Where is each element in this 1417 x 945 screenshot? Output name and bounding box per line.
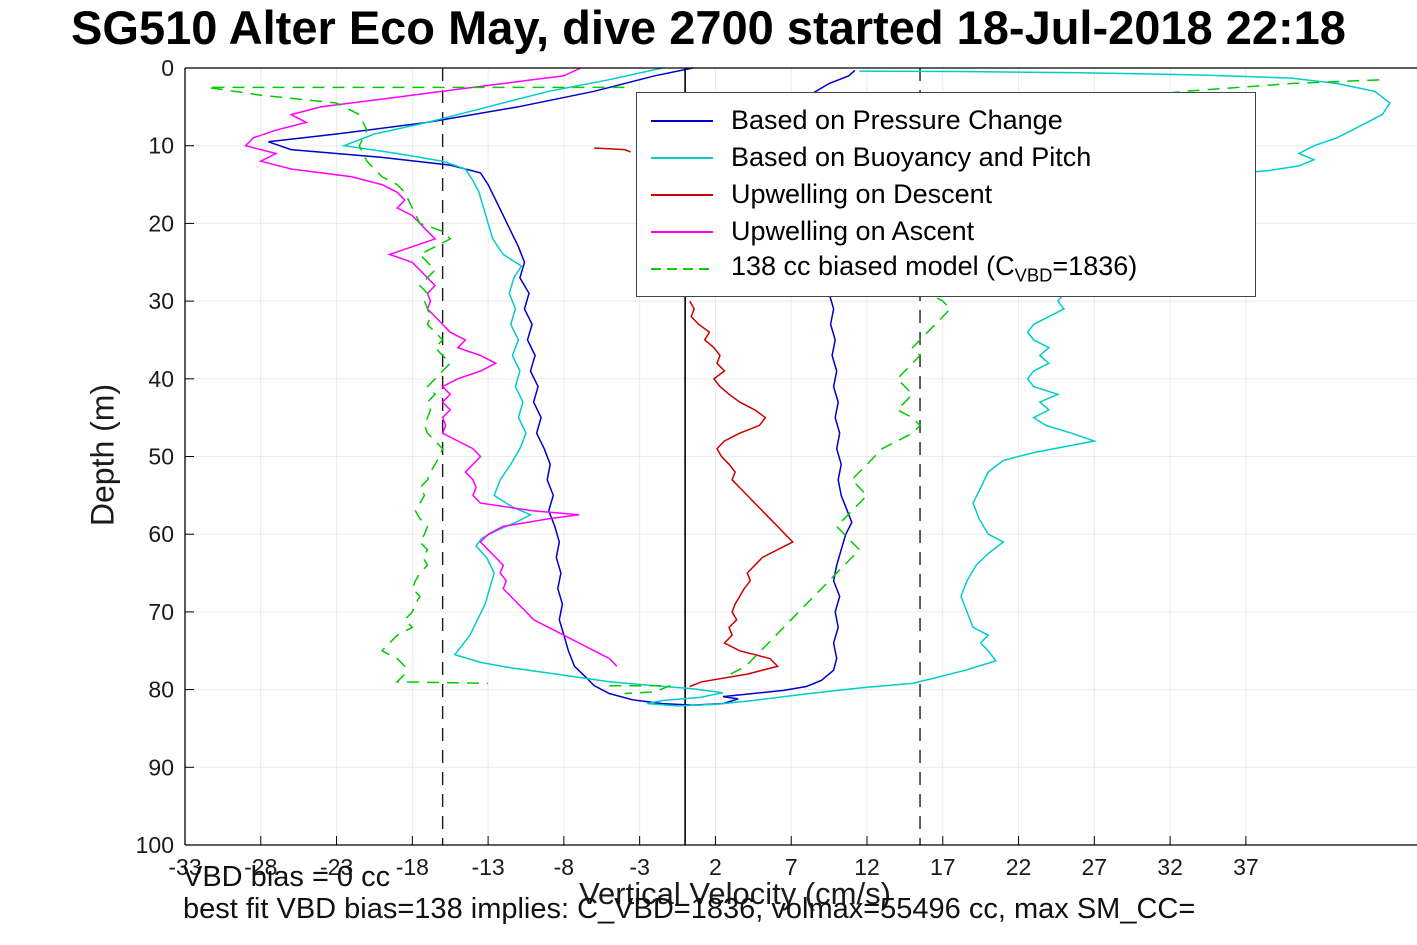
legend-label: 138 cc biased model (CVBD=1836) [731,250,1138,286]
y-tick-label: 30 [148,288,174,314]
x-tick-label: -33 [168,854,201,880]
legend-entry: Upwelling on Descent [637,176,1255,213]
vbd-bias-annotation: VBD bias = 0 cc [183,861,391,893]
legend-line-sample-icon [651,119,713,122]
axes-layer: -33 -28 -23 -18 -13 -8 -3 2 7 12 17 22 27 32 370102030… [136,55,1417,880]
legend-entry: Based on Buoyancy and Pitch [637,139,1255,176]
legend-label: Upwelling on Descent [731,179,993,209]
x-tick-label: 7 [785,854,798,880]
x-axis-label: Vertical Velocity (cm/s) [579,876,891,911]
y-axis-label: Depth (m) [84,383,121,527]
y-tick-label: 50 [148,444,174,470]
x-tick-label: -18 [396,854,429,880]
x-tick-label: 12 [854,854,880,880]
x-tick-label: -13 [471,854,504,880]
y-tick-label: 80 [148,677,174,703]
series-upwelling-descent [594,147,631,153]
x-tick-label: 37 [1233,854,1259,880]
series-biased-model [207,86,625,685]
legend-label: Upwelling on Ascent [731,216,975,246]
legend-entries: Based on Pressure Change Based on Buoyanc… [637,102,1255,287]
legend-entry: 138 cc biased model (CVBD=1836) [637,250,1255,287]
y-tick-label: 0 [161,55,174,81]
legend-label: Based on Pressure Change [731,105,1063,135]
y-tick-label: 40 [148,366,174,392]
x-tick-label: -8 [554,854,574,880]
y-tick-label: 70 [148,599,174,625]
figure-title: SG510 Alter Eco May, dive 2700 started 1… [71,1,1346,54]
series-upwelling-descent [689,300,794,688]
y-tick-label: 90 [148,754,174,780]
legend-line-sample-icon [651,156,713,159]
x-tick-label: 17 [930,854,956,880]
legend-line-sample-icon [651,230,713,233]
legend-line-sample-icon [651,267,713,270]
legend-line-sample-icon [651,193,713,196]
series-biased-model [609,684,671,695]
y-tick-label: 60 [148,521,174,547]
y-tick-label: 10 [148,133,174,159]
y-tick-label: 20 [148,210,174,236]
x-tick-label: -23 [320,854,353,880]
x-tick-label: 32 [1157,854,1183,880]
best-fit-annotation: best fit VBD bias=138 implies: C_VBD=183… [183,893,1196,925]
x-tick-label: 22 [1006,854,1032,880]
legend-entry: Based on Pressure Change [637,102,1255,139]
x-tick-label: -28 [244,854,277,880]
legend: Based on Pressure Change Based on Buoyanc… [636,92,1256,297]
x-tick-label: 27 [1082,854,1108,880]
y-tick-label: 100 [136,832,174,858]
series-biased-model [730,78,1383,675]
legend-entry: Upwelling on Ascent [637,213,1255,250]
legend-label: Based on Buoyancy and Pitch [731,142,1092,172]
x-tick-label: 2 [709,854,722,880]
series-upwelling-ascent [244,67,618,667]
x-tick-label: -3 [629,854,649,880]
